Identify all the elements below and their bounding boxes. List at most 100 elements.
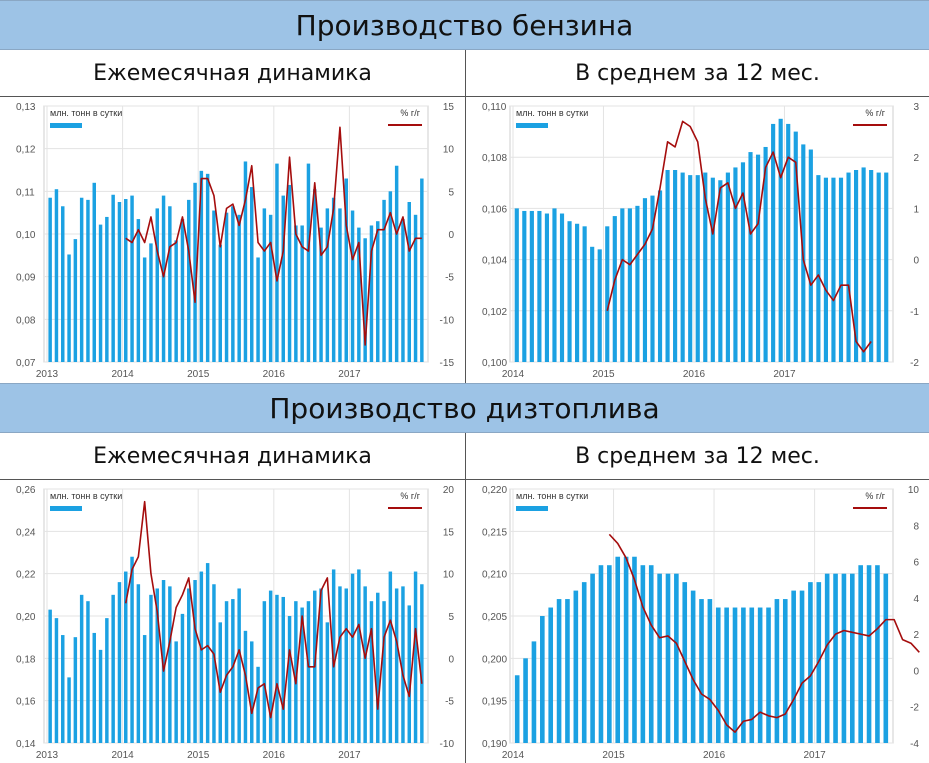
bar [665, 573, 671, 743]
bar [306, 163, 311, 362]
bar [149, 594, 153, 743]
bar [287, 616, 292, 743]
y2-tick-label: 15 [443, 527, 455, 538]
bar [597, 249, 602, 362]
bar [732, 607, 738, 743]
bar [92, 632, 96, 743]
y-tick-label: 0,14 [16, 739, 36, 750]
x-tick-label: 2016 [263, 750, 286, 761]
bar [174, 641, 178, 743]
bar [124, 571, 128, 743]
bar [695, 175, 700, 362]
y-tick-label: 0,11 [16, 187, 35, 198]
y-tick-label: 0,24 [16, 527, 36, 538]
x-tick-label: 2014 [502, 369, 525, 380]
bar [300, 607, 304, 743]
bar [741, 607, 746, 743]
bar [199, 170, 204, 362]
y2-tick-label: 0 [448, 654, 454, 665]
bar [831, 177, 836, 362]
bar [338, 208, 342, 362]
y-tick-label: 0,195 [482, 697, 507, 708]
bar [161, 580, 166, 743]
bar [376, 592, 380, 743]
bar [548, 607, 554, 743]
chart-svg: 0,220 0,215 0,210 0,205 0,200 0,195 0,190 10 8 6 4… [482, 485, 920, 761]
diesel-monthly-heading: Ежемесячная динамика [0, 433, 465, 480]
bar [715, 607, 721, 743]
x-tick-label: 2017 [338, 750, 361, 761]
y2-tick-label: -10 [440, 739, 455, 750]
bar [262, 601, 267, 743]
y2-tick-label: 8 [913, 521, 919, 532]
bar [275, 163, 279, 362]
bar [237, 588, 241, 743]
bar [598, 565, 604, 743]
bar [816, 175, 821, 362]
bar [187, 199, 191, 362]
y-tick-label: 0,190 [482, 739, 507, 750]
y-tick-label: 0,13 [16, 102, 36, 113]
y2-tick-label: 1 [913, 204, 919, 215]
bar [98, 224, 103, 362]
y-tick-label: 0,16 [16, 697, 36, 708]
y2-tick-label: -4 [910, 739, 919, 750]
bar [168, 206, 172, 362]
bar [193, 182, 197, 362]
bar [673, 170, 678, 362]
bar [48, 609, 52, 743]
bar [142, 635, 147, 743]
x-tick-label: 2014 [502, 750, 525, 761]
bar [718, 180, 723, 362]
y2-tick-label: 5 [448, 187, 454, 198]
y-tick-label: 0,220 [482, 485, 507, 496]
bar [413, 571, 418, 743]
bar [136, 584, 141, 743]
bar [98, 649, 103, 743]
y-tick-label: 0,210 [482, 570, 507, 581]
bar [54, 618, 59, 743]
yoy-line [606, 120, 872, 353]
bar [657, 573, 662, 743]
section-title-diesel: Производство дизтоплива [0, 383, 929, 433]
bar [786, 123, 791, 362]
bar [268, 214, 273, 362]
y-tick-label: 0,26 [16, 485, 36, 496]
bar [529, 210, 534, 362]
bar [250, 187, 254, 362]
y2-tick-label: 10 [443, 570, 455, 581]
bar [187, 588, 191, 743]
x-tick-label: 2015 [187, 369, 210, 380]
y2-tick-label: -2 [910, 703, 919, 714]
y2-tick-label: -15 [440, 358, 455, 369]
bar [733, 167, 738, 362]
y2-tick-label: -5 [445, 697, 454, 708]
bar [866, 565, 872, 743]
bar [838, 177, 844, 362]
y-tick-label: 0,20 [16, 612, 36, 623]
bar [540, 616, 545, 743]
bar [338, 586, 342, 743]
bar [763, 146, 768, 362]
legend-bar-swatch [50, 123, 82, 128]
bar [799, 590, 805, 743]
bar [514, 208, 519, 362]
bar [755, 154, 761, 362]
diesel-monthly-chart: 0,26 0,24 0,22 0,20 0,18 0,16 0,14 20 15 10 5 0 -5 -1… [0, 481, 464, 763]
bar [256, 257, 260, 362]
bar [268, 590, 273, 743]
bar [243, 161, 248, 362]
bar [824, 573, 830, 743]
bar [382, 601, 386, 743]
bar [262, 208, 267, 362]
y2-tick-label: 3 [913, 102, 919, 113]
bar [774, 599, 780, 743]
bar [567, 221, 572, 362]
bar [319, 588, 323, 743]
bar [250, 641, 254, 743]
y2-tick-label: 0 [913, 256, 919, 267]
bar [79, 197, 84, 362]
legend-line-label: % г/г [865, 491, 885, 501]
section-divider-line [465, 433, 466, 763]
bar [369, 225, 374, 362]
